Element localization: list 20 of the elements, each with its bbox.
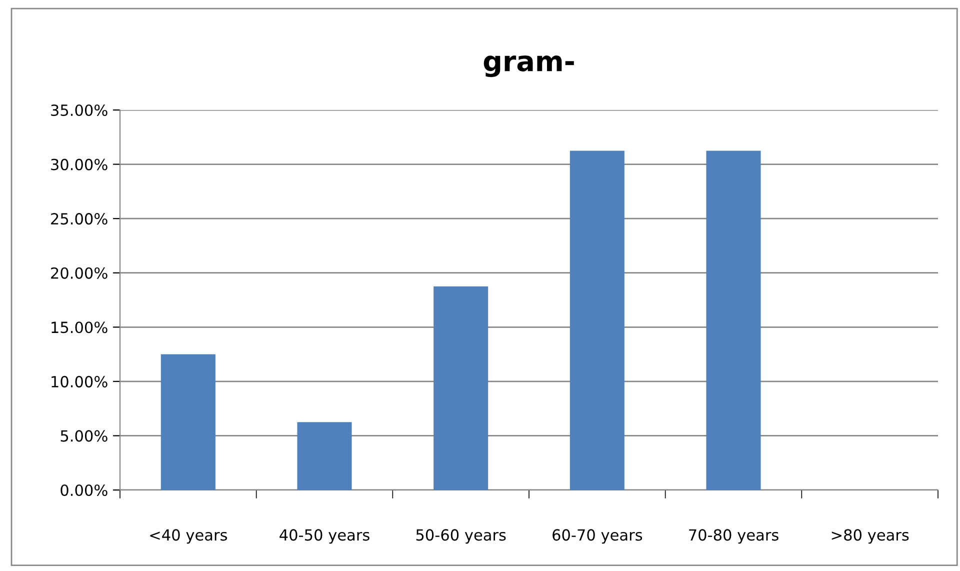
y-tick-label: 20.00% xyxy=(51,267,108,279)
y-tick-label: 0.00% xyxy=(60,484,108,496)
y-tick-label: 30.00% xyxy=(51,158,108,170)
bar xyxy=(297,422,352,490)
y-tick-label: 5.00% xyxy=(60,430,108,442)
x-tick-label: 70-80 years xyxy=(689,529,778,544)
y-tick-label: 15.00% xyxy=(52,322,108,334)
x-tick-label: 50-60 years xyxy=(416,529,506,544)
bar xyxy=(160,354,216,490)
y-tick-label: 10.00% xyxy=(52,376,108,388)
x-tick-label: 60-70 years xyxy=(552,529,642,544)
bar xyxy=(434,286,488,490)
y-tick-label: 35.00% xyxy=(51,104,108,116)
x-tick-label: >80 years xyxy=(832,529,909,544)
y-tick-label: 25.00% xyxy=(51,213,108,225)
bar xyxy=(706,150,761,490)
chart-title: gram- xyxy=(484,56,574,78)
x-tick-label: 40-50 years xyxy=(280,529,370,544)
x-tick-label: <40 years xyxy=(150,529,227,544)
bar xyxy=(570,150,624,490)
